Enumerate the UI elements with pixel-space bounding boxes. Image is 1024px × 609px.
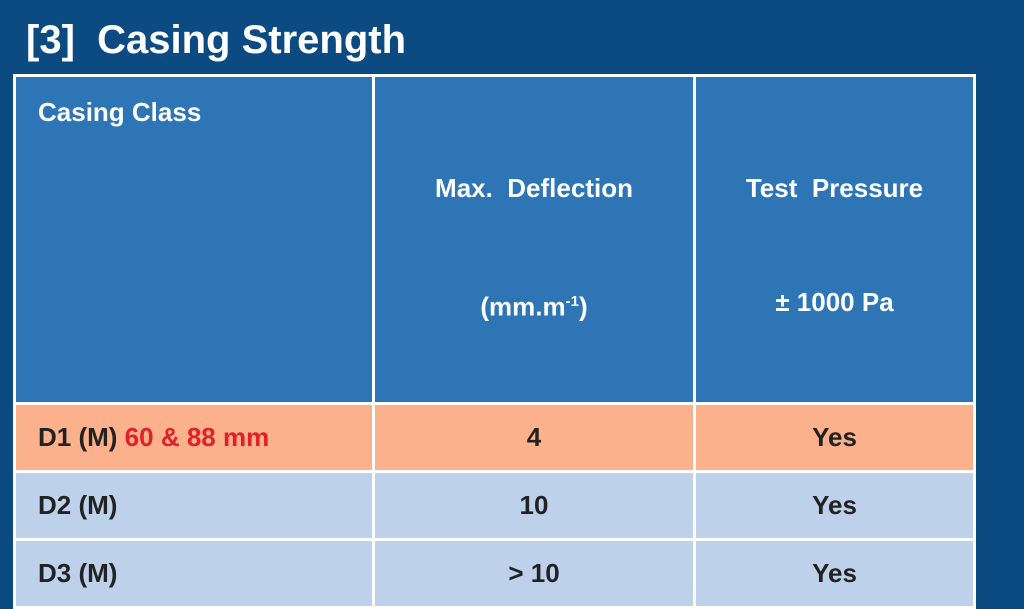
casing-class: D2 (M) xyxy=(38,489,118,520)
pressure-cell: Yes xyxy=(693,537,976,609)
pressure-cell: Yes xyxy=(693,401,976,473)
deflection-cell: > 10 xyxy=(372,537,696,609)
header-cell: Test Pressure ± 1000 Pa xyxy=(693,74,976,405)
class-cell: D2 (M) xyxy=(13,469,375,541)
size-note: 60 & 88 mm xyxy=(124,421,270,452)
header-text: Casing Class xyxy=(38,97,202,127)
table-body: D1 (M) 60 & 88 mm 4 Yes D2 (M) 10 Yes D3 (M) > … xyxy=(13,401,976,609)
class-cell: D1 (M) 60 & 88 mm xyxy=(13,401,375,473)
header-row: Casing Class Max. Deflection (mm.m-1) Te… xyxy=(13,74,976,405)
casing-table: Casing Class Max. Deflection (mm.m-1) Te… xyxy=(13,74,976,609)
slide-title: [3] Casing Strength xyxy=(26,18,407,62)
header-unit: (mm.m-1) xyxy=(397,283,671,326)
header-cell: Max. Deflection (mm.m-1) xyxy=(372,74,696,405)
header-text: Max. Deflection xyxy=(435,173,633,203)
deflection-cell: 4 xyxy=(372,401,696,473)
class-cell: D3 (M) xyxy=(13,537,375,609)
header-text: ± 1000 Pa xyxy=(775,287,894,317)
deflection-cell: 10 xyxy=(372,469,696,541)
unit-text: (mm.m xyxy=(480,291,566,322)
table-row: D1 (M) 60 & 88 mm 4 Yes xyxy=(13,401,976,473)
table-row: D2 (M) 10 Yes xyxy=(13,469,976,541)
unit-exponent: -1 xyxy=(565,293,579,310)
header-cell: Casing Class xyxy=(13,74,375,405)
page: [3] Casing Strength Casing Class Max. De… xyxy=(13,18,976,609)
unit-close: ) xyxy=(578,291,588,322)
casing-class: D1 (M) xyxy=(38,421,118,452)
header-text: Test Pressure xyxy=(745,173,924,203)
pressure-cell: Yes xyxy=(693,469,976,541)
casing-class: D3 (M) xyxy=(38,557,118,588)
table-row: D3 (M) > 10 Yes xyxy=(13,537,976,609)
